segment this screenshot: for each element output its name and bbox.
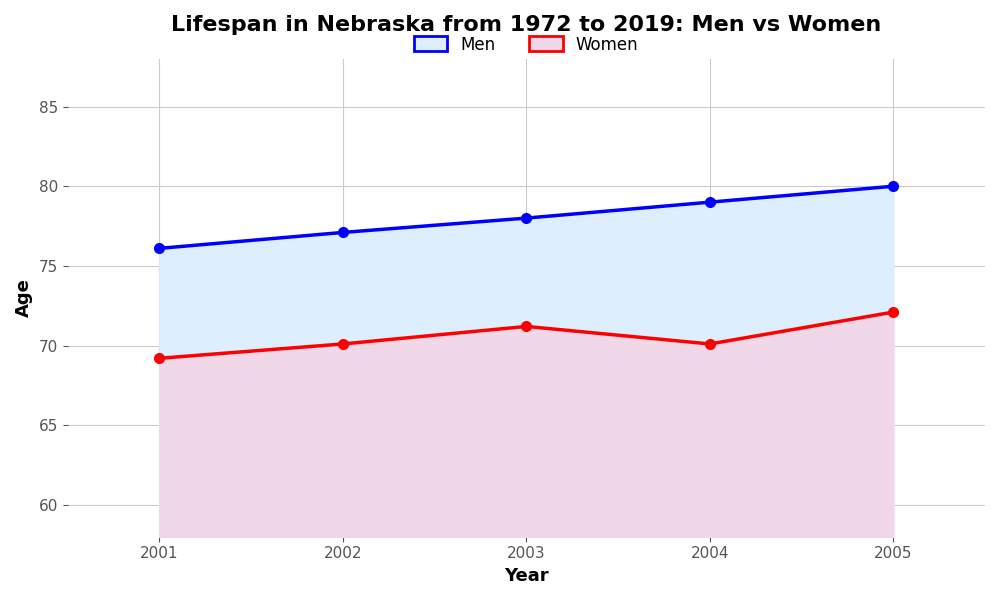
Legend: Men, Women: Men, Women [407, 29, 645, 60]
X-axis label: Year: Year [504, 567, 549, 585]
Title: Lifespan in Nebraska from 1972 to 2019: Men vs Women: Lifespan in Nebraska from 1972 to 2019: … [171, 15, 881, 35]
Y-axis label: Age: Age [15, 278, 33, 317]
